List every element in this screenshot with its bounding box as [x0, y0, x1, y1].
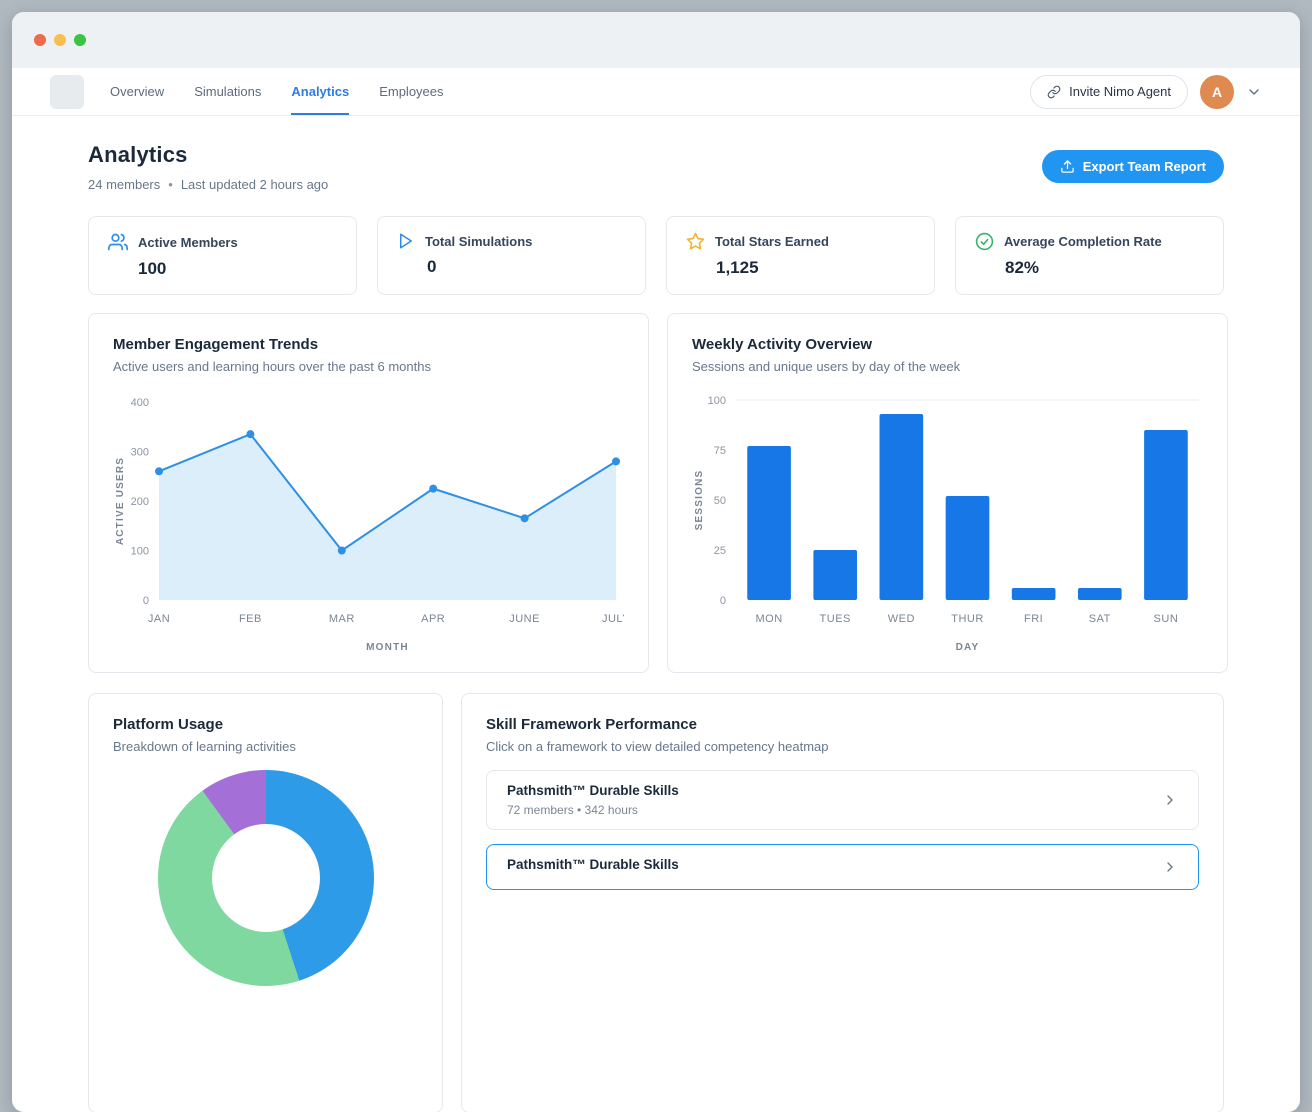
svg-text:25: 25: [714, 545, 726, 557]
svg-text:DAY: DAY: [956, 642, 980, 653]
svg-text:75: 75: [714, 445, 726, 457]
check-circle-icon: [975, 232, 994, 251]
weekly-activity-card: Weekly Activity Overview Sessions and un…: [667, 313, 1228, 673]
invite-agent-label: Invite Nimo Agent: [1069, 84, 1171, 99]
svg-text:SESSIONS: SESSIONS: [694, 470, 705, 531]
svg-text:FRI: FRI: [1024, 613, 1043, 625]
svg-text:APR: APR: [421, 613, 445, 625]
svg-text:JULY: JULY: [602, 613, 624, 625]
chevron-right-icon: [1162, 792, 1178, 808]
export-report-button[interactable]: Export Team Report: [1041, 150, 1224, 183]
framework-meta: 72 members • 342 hours: [507, 803, 638, 817]
svg-text:TUES: TUES: [820, 613, 851, 625]
chevron-right-icon: [1162, 859, 1178, 875]
platform-usage-donut-chart: [157, 770, 374, 986]
invite-agent-button[interactable]: Invite Nimo Agent: [1030, 74, 1188, 109]
page-title: Analytics: [88, 142, 188, 167]
chart-subtitle: Active users and learning hours over the…: [113, 359, 431, 374]
framework-name: Pathsmith™ Durable Skills: [507, 857, 679, 872]
stat-card-completion-rate: Average Completion Rate 82%: [955, 216, 1224, 295]
skill-framework-item[interactable]: Pathsmith™ Durable Skills 72 members • 3…: [486, 770, 1199, 830]
chart-title: Platform Usage: [113, 716, 224, 733]
star-icon: [686, 232, 705, 251]
top-navbar: Overview Simulations Analytics Employees…: [12, 68, 1300, 116]
chevron-down-icon[interactable]: [1246, 84, 1262, 100]
stats-row: Active Members 100 Total Simulations 0: [88, 216, 1224, 295]
bottom-row: Platform Usage Breakdown of learning act…: [88, 693, 1224, 1112]
skill-framework-card: Skill Framework Performance Click on a f…: [461, 693, 1224, 1112]
tab-overview[interactable]: Overview: [110, 84, 165, 99]
tab-employees[interactable]: Employees: [379, 84, 444, 99]
nav-tabs: Overview Simulations Analytics Employees: [110, 68, 444, 115]
main-content: Analytics 24 members • Last updated 2 ho…: [12, 116, 1300, 1112]
engagement-line-chart: 0 100 200 300 400 JAN FEB MAR APR JUNE JULY MONTH AC…: [115, 397, 624, 653]
svg-text:100: 100: [708, 395, 726, 407]
stat-value: 100: [138, 259, 167, 278]
stat-card-active-members: Active Members 100: [88, 216, 357, 295]
svg-text:THUR: THUR: [951, 613, 984, 625]
svg-text:MONTH: MONTH: [366, 642, 409, 653]
stat-card-stars-earned: Total Stars Earned 1,125: [666, 216, 935, 295]
close-window-button[interactable]: [34, 34, 46, 46]
weekly-activity-bar-chart: 0 25 50 75 100 MON TUES WED THUR FRI SAT SUN DAY SESS…: [694, 395, 1199, 653]
chart-subtitle: Breakdown of learning activities: [113, 739, 296, 754]
svg-text:MAR: MAR: [329, 613, 355, 625]
maximize-window-button[interactable]: [74, 34, 86, 46]
avatar[interactable]: A: [1200, 74, 1234, 109]
stat-value: 1,125: [716, 258, 759, 277]
last-updated: Last updated 2 hours ago: [180, 177, 329, 192]
svg-text:50: 50: [714, 495, 726, 507]
svg-text:MON: MON: [755, 613, 782, 625]
svg-text:SUN: SUN: [1154, 613, 1179, 625]
stat-value: 0: [427, 257, 437, 276]
charts-row: Member Engagement Trends Active users an…: [88, 313, 1228, 673]
engagement-trends-card: Member Engagement Trends Active users an…: [88, 313, 649, 673]
upload-icon: [1060, 159, 1075, 174]
svg-text:0: 0: [143, 595, 149, 607]
svg-text:0: 0: [720, 595, 726, 607]
svg-text:200: 200: [131, 496, 149, 508]
chart-subtitle: Sessions and unique users by day of the …: [692, 359, 961, 374]
stat-label: Total Simulations: [425, 233, 533, 249]
svg-text:ACTIVE USERS: ACTIVE USERS: [115, 457, 126, 545]
chart-title: Member Engagement Trends: [113, 336, 319, 353]
export-report-label: Export Team Report: [1082, 159, 1206, 174]
svg-text:300: 300: [131, 447, 149, 459]
svg-text:JUNE: JUNE: [509, 613, 540, 625]
stat-card-total-simulations: Total Simulations 0: [377, 216, 646, 295]
stat-value: 82%: [1005, 258, 1040, 277]
tab-simulations[interactable]: Simulations: [194, 84, 262, 99]
window-titlebar: [12, 12, 1300, 68]
chart-title: Weekly Activity Overview: [692, 336, 873, 353]
platform-usage-card: Platform Usage Breakdown of learning act…: [88, 693, 443, 1112]
section-subtitle: Click on a framework to view detailed co…: [486, 739, 829, 754]
users-icon: [108, 232, 128, 252]
play-icon: [397, 232, 415, 250]
framework-name: Pathsmith™ Durable Skills: [507, 783, 679, 798]
skill-framework-item-selected[interactable]: Pathsmith™ Durable Skills: [486, 844, 1199, 890]
tab-analytics[interactable]: Analytics: [291, 68, 350, 115]
svg-text:FEB: FEB: [239, 613, 262, 625]
members-count: 24 members: [88, 177, 161, 192]
stat-label: Active Members: [138, 234, 238, 250]
minimize-window-button[interactable]: [54, 34, 66, 46]
svg-text:100: 100: [131, 546, 149, 558]
svg-text:JAN: JAN: [148, 613, 170, 625]
stat-label: Total Stars Earned: [715, 234, 829, 249]
bullet-separator: •: [168, 177, 173, 192]
section-title: Skill Framework Performance: [486, 716, 697, 733]
link-icon: [1047, 85, 1061, 99]
svg-text:400: 400: [131, 397, 149, 409]
svg-text:WED: WED: [888, 613, 915, 625]
app-logo: [50, 74, 84, 109]
skill-framework-list: Pathsmith™ Durable Skills 72 members • 3…: [486, 770, 1199, 890]
app-window: Overview Simulations Analytics Employees…: [12, 12, 1300, 1112]
svg-text:SAT: SAT: [1089, 613, 1111, 625]
stat-label: Average Completion Rate: [1004, 234, 1162, 249]
